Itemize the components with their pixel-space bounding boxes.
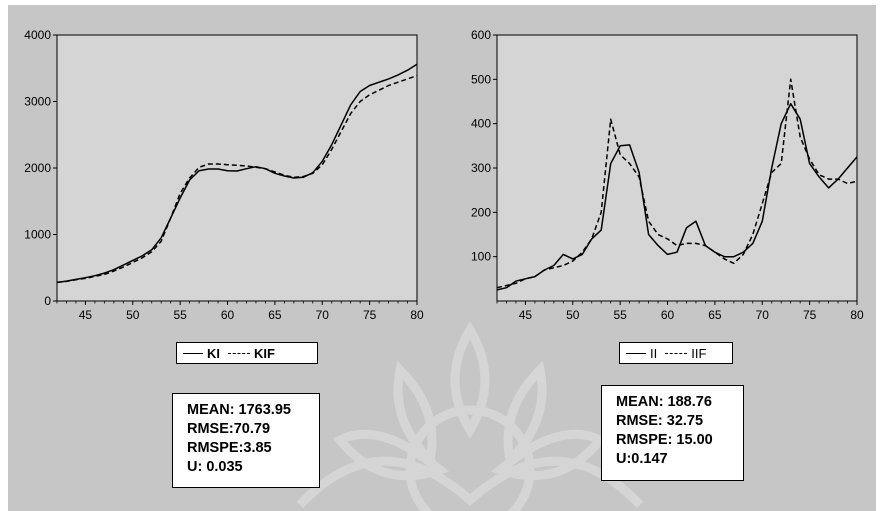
legend-item-ii: II [626,346,657,361]
stat-u: U:0.147 [616,451,668,467]
legend-label-ii: II [650,345,658,361]
x-tick-label: 65 [268,308,282,322]
solid-line-swatch [626,352,646,354]
stats-box-left: MEAN: 1763.95 RMSE:70.79 RMSPE:3.85 U: 0… [172,393,320,488]
plot-area [56,34,418,302]
stat-rmse: RMSE:70.79 [187,421,271,437]
x-tick-label: 60 [221,308,235,322]
series-line-ii [496,102,858,291]
x-tick-label: 55 [173,308,187,322]
stat-rmspe: RMSPE:3.85 [187,440,272,456]
solid-line-swatch [183,352,203,354]
y-tick-label: 300 [471,161,491,175]
series-line-iif [496,78,858,289]
legend-item-ki: KI [183,346,220,361]
x-tick-label: 60 [661,308,675,322]
x-tick-label: 50 [126,308,140,322]
x-tick-label: 80 [410,308,424,322]
dashed-line-swatch [228,352,250,354]
plot-area [496,34,858,302]
stat-rmspe: RMSPE: 15.00 [616,432,713,448]
y-tick-label: 400 [471,117,491,131]
y-tick-label: 600 [471,28,491,42]
legend-item-kif: KIF [220,346,275,361]
y-tick-label: 0 [44,294,51,308]
stat-mean: MEAN: 188.76 [616,394,712,410]
y-tick-label: 100 [471,250,491,264]
stats-box-right: MEAN: 188.76 RMSE: 32.75 RMSPE: 15.00 U:… [601,385,744,481]
legend-right: II IIF [619,342,733,364]
stat-rmse: RMSE: 32.75 [616,413,704,429]
legend-label-iif: IIF [691,345,707,361]
legend-label-ki: KI [207,345,220,361]
legend-item-iif: IIF [657,346,706,361]
x-tick-label: 65 [708,308,722,322]
x-tick-label: 70 [756,308,770,322]
legend-left: KI KIF [176,342,318,364]
series-line-ki [56,63,418,284]
x-tick-label: 80 [850,308,864,322]
x-tick-label: 50 [566,308,580,322]
y-tick-label: 3000 [24,95,51,109]
y-tick-label: 1000 [24,228,51,242]
x-tick-label: 45 [79,308,93,322]
x-tick-label: 75 [803,308,817,322]
stat-u: U: 0.035 [187,459,243,475]
y-tick-label: 500 [471,72,491,86]
x-tick-label: 75 [363,308,377,322]
y-tick-label: 4000 [24,28,51,42]
legend-label-kif: KIF [254,345,275,361]
series-line-kif [56,74,418,284]
dashed-line-swatch [665,352,688,354]
stat-mean: MEAN: 1763.95 [187,402,291,418]
x-tick-label: 45 [519,308,533,322]
y-tick-label: 2000 [24,161,51,175]
x-tick-label: 70 [316,308,330,322]
x-tick-label: 55 [613,308,627,322]
y-tick-label: 200 [471,205,491,219]
